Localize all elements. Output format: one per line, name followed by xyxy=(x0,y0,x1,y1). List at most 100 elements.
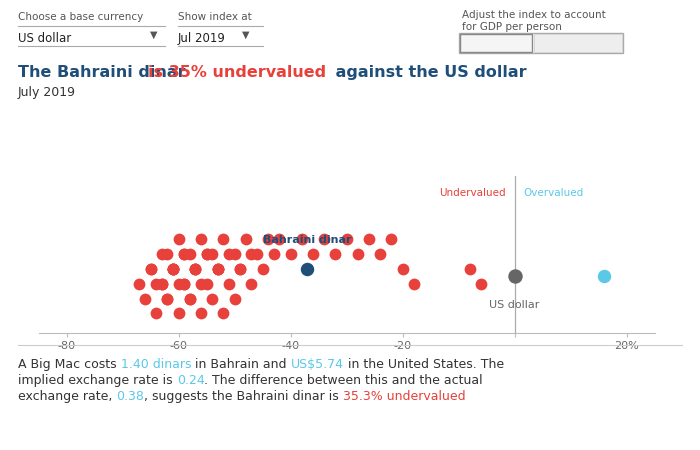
Point xyxy=(330,251,341,258)
Point xyxy=(262,236,274,243)
Text: 1.40 dinars: 1.40 dinars xyxy=(120,358,191,371)
Text: in Bahrain and: in Bahrain and xyxy=(191,358,290,371)
Point xyxy=(223,251,235,258)
Text: Jul 2019: Jul 2019 xyxy=(178,32,226,45)
Point xyxy=(167,266,178,273)
Text: Adjust the index to account: Adjust the index to account xyxy=(462,10,606,20)
Point xyxy=(397,266,408,273)
Point xyxy=(201,280,212,288)
Point xyxy=(195,310,206,317)
Point xyxy=(268,251,279,258)
Point xyxy=(162,295,173,302)
Point xyxy=(201,251,212,258)
Point xyxy=(190,266,201,273)
Point xyxy=(178,251,190,258)
FancyBboxPatch shape xyxy=(460,34,532,52)
Text: US dollar: US dollar xyxy=(489,300,540,310)
Point xyxy=(341,236,352,243)
Text: US$5.74: US$5.74 xyxy=(290,358,344,371)
Point xyxy=(178,251,190,258)
Point xyxy=(218,310,229,317)
Point xyxy=(212,266,223,273)
Point xyxy=(206,251,218,258)
Text: in the United States. The: in the United States. The xyxy=(344,358,504,371)
Text: GDP-adjusted: GDP-adjusted xyxy=(542,38,614,48)
Point xyxy=(145,266,156,273)
Text: ▼: ▼ xyxy=(242,30,249,40)
Point xyxy=(190,266,201,273)
Point xyxy=(229,251,240,258)
Text: implied exchange rate is: implied exchange rate is xyxy=(18,374,176,387)
Point xyxy=(318,236,330,243)
Point xyxy=(162,295,173,302)
Point xyxy=(150,310,162,317)
Text: Undervalued: Undervalued xyxy=(440,188,506,198)
Point xyxy=(285,251,296,258)
Point xyxy=(150,280,162,288)
Text: 0.24: 0.24 xyxy=(176,374,204,387)
Point xyxy=(296,236,307,243)
Point xyxy=(134,280,145,288)
Point xyxy=(190,266,201,273)
Point xyxy=(173,280,184,288)
Point xyxy=(167,266,178,273)
Point xyxy=(363,236,374,243)
Point xyxy=(212,266,223,273)
Point xyxy=(156,251,167,258)
Point xyxy=(251,251,262,258)
Point xyxy=(386,236,397,243)
Point xyxy=(184,251,195,258)
Point xyxy=(240,236,251,243)
Point xyxy=(206,295,218,302)
Point xyxy=(195,236,206,243)
Point xyxy=(307,251,318,258)
Point xyxy=(246,280,257,288)
Point xyxy=(167,266,178,273)
Point xyxy=(408,280,419,288)
Text: Show index at: Show index at xyxy=(178,12,252,22)
Point xyxy=(173,236,184,243)
Point xyxy=(184,295,195,302)
Text: Choose a base currency: Choose a base currency xyxy=(18,12,144,22)
Point xyxy=(173,310,184,317)
Text: A Big Mac costs: A Big Mac costs xyxy=(18,358,120,371)
Point xyxy=(257,266,268,273)
Text: 35.3% undervalued: 35.3% undervalued xyxy=(343,390,466,403)
Point xyxy=(234,266,246,273)
Point xyxy=(352,251,363,258)
Point xyxy=(274,236,285,243)
Point xyxy=(184,295,195,302)
Point xyxy=(218,236,229,243)
Text: July 2019: July 2019 xyxy=(18,86,76,99)
Point xyxy=(598,273,610,280)
Text: for GDP per person: for GDP per person xyxy=(462,22,562,32)
Text: Raw index: Raw index xyxy=(469,38,523,48)
FancyBboxPatch shape xyxy=(534,34,622,52)
Text: exchange rate,: exchange rate, xyxy=(18,390,116,403)
Text: against the US dollar: against the US dollar xyxy=(330,65,526,80)
Point xyxy=(139,295,150,302)
Point xyxy=(229,295,240,302)
Point xyxy=(246,251,257,258)
Point xyxy=(156,280,167,288)
Point xyxy=(178,280,190,288)
Point xyxy=(156,280,167,288)
Text: , suggests the Bahraini dinar is: , suggests the Bahraini dinar is xyxy=(144,390,343,403)
Point xyxy=(167,266,178,273)
Point xyxy=(223,280,235,288)
Point xyxy=(302,266,313,273)
Text: 0.38: 0.38 xyxy=(116,390,144,403)
Point xyxy=(464,266,475,273)
Text: Overvalued: Overvalued xyxy=(523,188,583,198)
Text: Bahraini dinar: Bahraini dinar xyxy=(263,235,351,245)
Point xyxy=(162,251,173,258)
Point xyxy=(178,280,190,288)
Point xyxy=(475,280,486,288)
Point xyxy=(234,266,246,273)
Point xyxy=(201,251,212,258)
Point xyxy=(195,280,206,288)
Text: . The difference between this and the actual: . The difference between this and the ac… xyxy=(204,374,483,387)
Point xyxy=(509,273,520,280)
Text: The Bahraini dinar: The Bahraini dinar xyxy=(18,65,191,80)
Point xyxy=(145,266,156,273)
